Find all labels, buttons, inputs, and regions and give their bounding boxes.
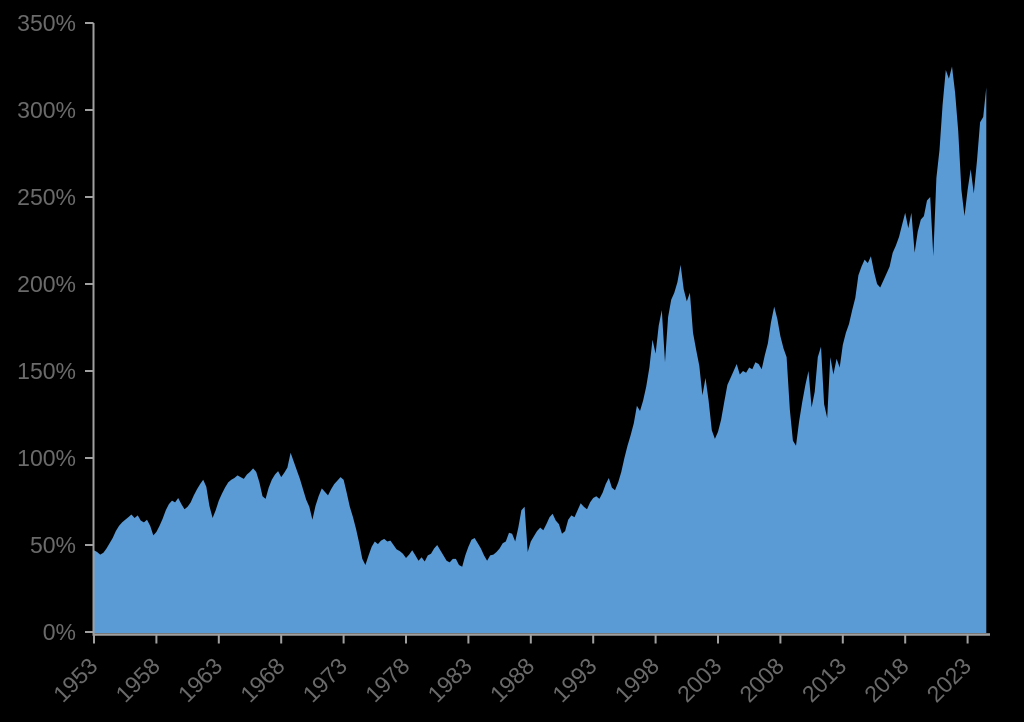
x-tick-label: 1993 <box>547 653 602 708</box>
x-tick-label: 1953 <box>48 653 103 708</box>
x-tick-label: 1978 <box>360 653 415 708</box>
area-series <box>94 66 987 633</box>
y-tick-label: 200% <box>17 271 76 297</box>
x-tick-label: 1973 <box>298 653 353 708</box>
y-tick-label: 150% <box>17 358 76 384</box>
y-tick-label: 300% <box>17 97 76 123</box>
x-tick-label: 2013 <box>797 653 852 708</box>
x-tick-label: 2008 <box>734 653 789 708</box>
x-tick-label: 2018 <box>859 653 914 708</box>
x-tick-label: 1983 <box>422 653 477 708</box>
y-tick-label: 0% <box>43 619 76 645</box>
x-tick-label: 1988 <box>485 653 540 708</box>
x-tick-label: 1963 <box>173 653 228 708</box>
y-tick-label: 250% <box>17 184 76 210</box>
y-tick-label: 50% <box>30 532 76 558</box>
x-tick-label: 1958 <box>110 653 165 708</box>
x-tick-label: 1968 <box>235 653 290 708</box>
y-tick-label: 350% <box>17 10 76 36</box>
x-tick-label: 2023 <box>922 653 977 708</box>
x-tick-label: 1998 <box>610 653 665 708</box>
y-tick-label: 100% <box>17 445 76 471</box>
x-tick-label: 2003 <box>672 653 727 708</box>
